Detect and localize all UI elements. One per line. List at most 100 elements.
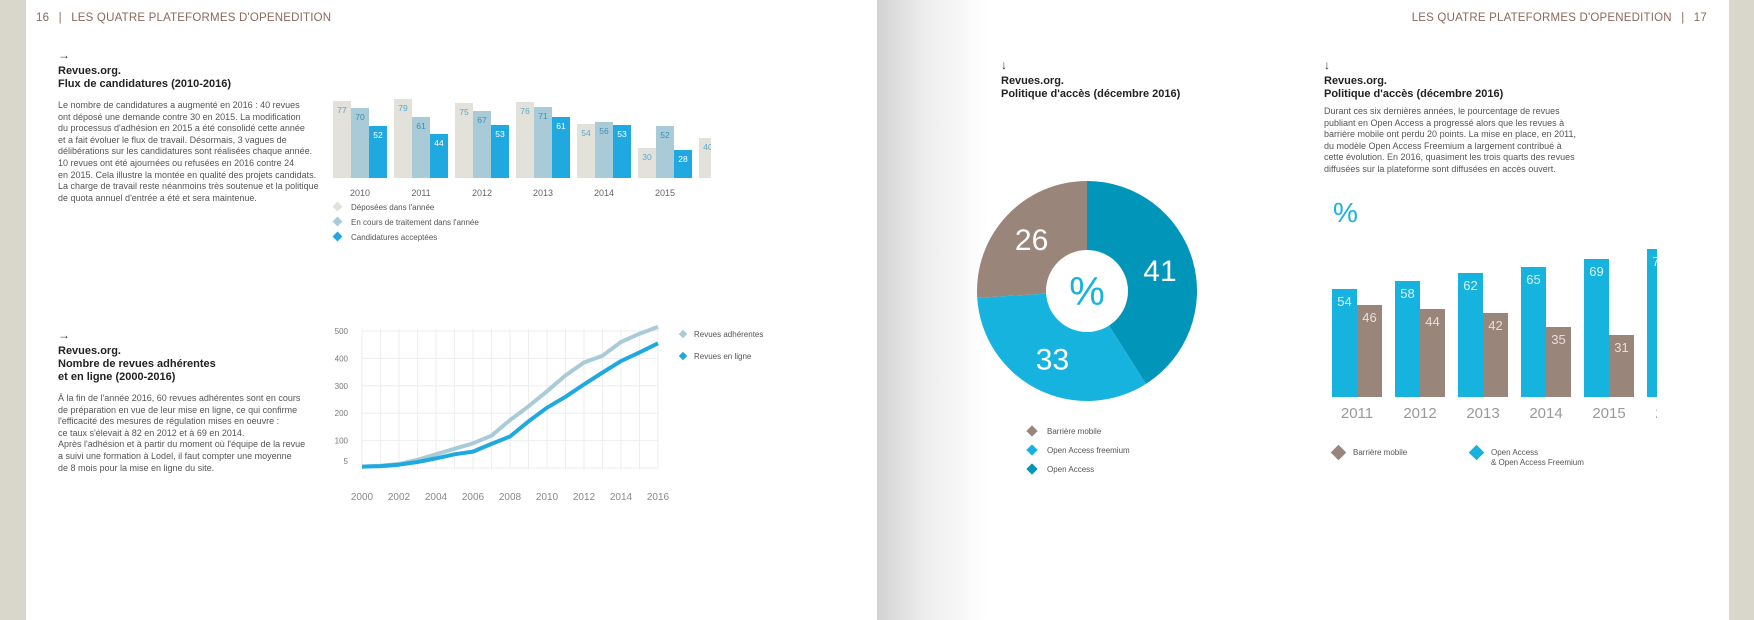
section2-paragraph: À la fin de l'année 2016, 60 revues adhé… xyxy=(58,393,305,474)
y-tick-label: 5 xyxy=(344,457,349,466)
bar-2015-series2 xyxy=(674,150,692,178)
bar-value-label: 52 xyxy=(373,130,383,140)
legend-marker xyxy=(332,201,343,212)
x-tick-label: 2010 xyxy=(536,492,559,503)
left-header-title: LES QUATRE PLATEFORMES D'OPENEDITION xyxy=(71,12,332,24)
donut-center-label: % xyxy=(1069,270,1105,314)
bar-2014-series2 xyxy=(613,125,631,178)
paragraph-line: l'efficacité des mesures de régulation m… xyxy=(58,416,280,427)
section1-paragraph: Le nombre de candidatures a augmenté en … xyxy=(58,100,319,204)
paragraph-line: diffusées sur la plateforme sont diffusé… xyxy=(1324,163,1556,174)
paragraph-line: de préparation en vue de leur mise en li… xyxy=(58,404,298,415)
bar-value-label: 65 xyxy=(1526,272,1540,287)
legend-marker xyxy=(1330,444,1347,461)
section1-title: Revues.org. Flux de candidatures (2010-2… xyxy=(58,65,231,91)
bar-value-label: 44 xyxy=(434,138,444,148)
legend-marker xyxy=(332,231,343,242)
y-tick-label: 400 xyxy=(335,354,349,363)
paragraph-line: et a fait évoluer le flux de travail. Dé… xyxy=(58,134,287,145)
right-page: LES QUATRE PLATEFORMES D'OPENEDITION | 1… xyxy=(877,0,1729,620)
x-tick-label: 2014 xyxy=(594,188,614,198)
x-tick-label: 2011 xyxy=(1341,405,1373,422)
bar-value-label: 35 xyxy=(1551,332,1565,347)
section4-arrow: ↓ xyxy=(1324,58,1330,72)
legend-label: Barrière mobile xyxy=(1047,427,1102,436)
section1-arrow: → xyxy=(58,48,70,62)
paragraph-line: publiant en Open Access a progressé alor… xyxy=(1324,117,1565,128)
paragraph-line: en 2015. Cela illustre la montée en qual… xyxy=(58,169,317,180)
bar-value-label: 58 xyxy=(1400,286,1414,301)
section1-title-line1: Revues.org. xyxy=(58,65,121,77)
bar-value-label: 71 xyxy=(538,111,548,121)
left-header-separator: | xyxy=(58,12,62,24)
pie-slice-value: 26 xyxy=(1015,224,1048,257)
bar-value-label: 62 xyxy=(1463,278,1477,293)
bar-2011-series1 xyxy=(1357,305,1382,397)
y-tick-label: 200 xyxy=(335,409,349,418)
bar-2013-series1 xyxy=(1483,313,1508,397)
paragraph-line: Après l'adhésion et à partir du moment o… xyxy=(58,439,306,450)
section4-title-line2: Politique d'accès (décembre 2016) xyxy=(1324,88,1504,100)
bar-2010-series0 xyxy=(333,101,351,178)
section3-title-line2: Politique d'accès (décembre 2016) xyxy=(1001,88,1181,100)
section3-arrow: ↓ xyxy=(1001,58,1007,72)
paragraph-line: barrière mobile ont perdu 20 points. La … xyxy=(1324,129,1576,140)
bar-value-label: 31 xyxy=(1614,340,1628,355)
bar-value-label: 76 xyxy=(520,106,530,116)
bar-2016-series0 xyxy=(699,138,711,178)
y-tick-label: 500 xyxy=(335,327,349,336)
bar-value-label: 67 xyxy=(477,115,487,125)
legend-label: Revues adhérentes xyxy=(694,330,763,339)
bar-2014-series1 xyxy=(1546,327,1571,397)
bar-2011-series0 xyxy=(1332,289,1357,397)
access-policy-bar-chart: 54 46 2011 58 44 2012 62 42 2013 65 35 2014 69 31 2015… xyxy=(1330,200,1657,467)
section1-title-line2: Flux de candidatures (2010-2016) xyxy=(58,78,232,90)
bar-2015-series0 xyxy=(638,148,656,178)
right-header: LES QUATRE PLATEFORMES D'OPENEDITION | 1… xyxy=(1412,12,1707,24)
bar-value-label: 56 xyxy=(599,126,609,136)
bar-value-label: 70 xyxy=(355,112,365,122)
x-tick-label: 2010 xyxy=(350,188,370,198)
bar-value-label: 52 xyxy=(660,130,670,140)
bar-2013-series2 xyxy=(552,117,570,178)
x-tick-label: 2011 xyxy=(411,188,430,198)
bar-2014-series1 xyxy=(595,122,613,178)
section4-title: Revues.org. Politique d'accès (décembre … xyxy=(1324,75,1503,101)
paragraph-line: ce taux s'élevait à 82 en 2012 et à 69 e… xyxy=(58,427,245,438)
section2-arrow: → xyxy=(58,328,70,342)
x-tick-label: 2013 xyxy=(533,188,553,198)
section2-title-line2: Nombre de revues adhérentes xyxy=(58,358,216,370)
bar-2010-series2 xyxy=(369,126,387,178)
paragraph-line: délibérations sur les candidatures sont … xyxy=(58,146,313,157)
x-tick-label: 2016 xyxy=(647,492,670,503)
left-header: 16 | LES QUATRE PLATEFORMES D'OPENEDITIO… xyxy=(36,12,331,24)
legend-marker xyxy=(1026,425,1038,437)
bar-2013-series0 xyxy=(1458,273,1483,397)
bar-2015-series1 xyxy=(656,126,674,178)
bar-value-label: 75 xyxy=(459,107,469,117)
section4-title-line1: Revues.org. xyxy=(1324,75,1387,87)
section3-title: Revues.org. Politique d'accès (décembre … xyxy=(1001,75,1180,101)
bar-value-label: 54 xyxy=(1337,294,1351,309)
left-page: 16 | LES QUATRE PLATEFORMES D'OPENEDITIO… xyxy=(26,0,880,620)
legend-marker xyxy=(1026,444,1038,456)
bar-value-label: 46 xyxy=(1362,310,1376,325)
x-tick-label: 2015 xyxy=(655,188,675,198)
x-tick-label: 2012 xyxy=(472,188,492,198)
bar-2012-series2 xyxy=(491,125,509,178)
unit-label: % xyxy=(1333,200,1358,228)
paragraph-line: ont déposé une demande contre 30 en 2015… xyxy=(58,111,301,122)
bar-2015-series0 xyxy=(1584,259,1609,397)
legend-label: & Open Access Freemium xyxy=(1491,458,1584,467)
x-tick-label: 2002 xyxy=(388,492,411,503)
bar-2012-series0 xyxy=(1395,281,1420,397)
paragraph-line: 10 revues ont été ajournées ou refusées … xyxy=(58,157,295,168)
x-tick-label: 2012 xyxy=(1403,405,1436,422)
bar-value-label: 30 xyxy=(642,152,652,162)
donut-hole xyxy=(1046,250,1128,332)
bar-value-label: 69 xyxy=(1589,264,1603,279)
paragraph-line: La charge de travail reste néanmoins trè… xyxy=(58,181,319,192)
paragraph-line: À la fin de l'année 2016, 60 revues adhé… xyxy=(58,393,301,403)
legend-label: Open Access freemium xyxy=(1047,446,1130,455)
section3-title-line1: Revues.org. xyxy=(1001,75,1064,87)
